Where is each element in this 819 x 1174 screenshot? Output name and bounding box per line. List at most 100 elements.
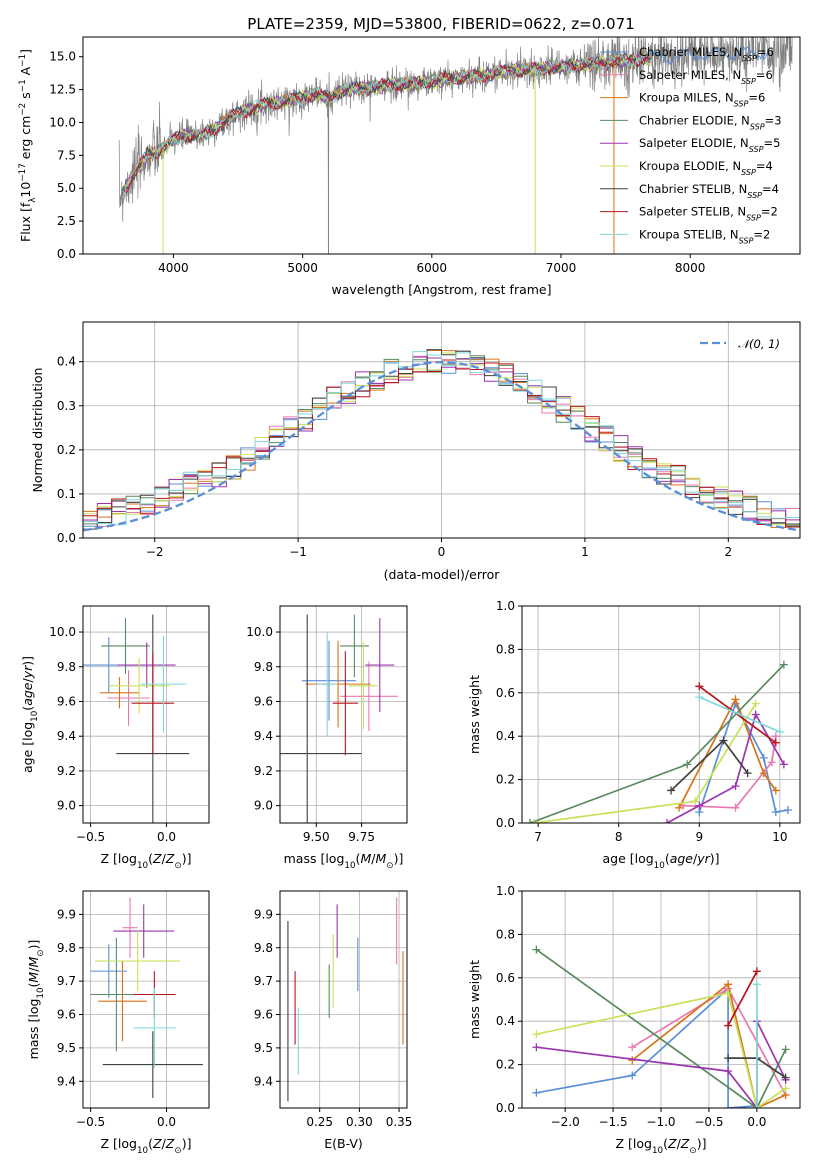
y-tick-label: 0.0 [57, 531, 76, 545]
y-tick-label: 9.9 [57, 907, 76, 921]
y-tick-label: 9.4 [254, 1074, 273, 1088]
x-tick-label: 0.0 [157, 830, 176, 844]
y-tick-label: 0.4 [496, 1014, 515, 1028]
y-tick-label: 2.5 [57, 214, 76, 228]
x-tick-label: −0.5 [76, 1115, 105, 1129]
y-tick-label: 9.0 [57, 799, 76, 813]
mass-weight-marker [781, 1084, 790, 1093]
mass-weight-marker [663, 819, 672, 823]
model-spectrum-line [121, 53, 652, 190]
y-tick-label: 9.5 [254, 1041, 273, 1055]
mass-weight-marker [771, 808, 780, 817]
mass-weight-line [698, 696, 781, 733]
mass-weight-line [529, 664, 785, 823]
panel-residuals: −2 −1 0 1 2 0.0 0.1 0.2 0.3 0.4 𝒩(0, 1) (data-model… [30, 321, 801, 582]
x-axis-label: wavelength [Angstrom, rest frame] [331, 282, 551, 297]
mass-weight-line [683, 736, 777, 809]
x-axis-label: age [log10(age/yr)] [602, 851, 719, 871]
mass-weight-marker [759, 753, 768, 762]
mass-weight-marker [667, 786, 676, 795]
mass-weight-marker [779, 760, 788, 769]
y-tick-label: 9.8 [254, 941, 273, 955]
model-spectrum-line [121, 49, 652, 200]
y-tick-label: 0.0 [496, 816, 515, 830]
mass-weight-marker [779, 660, 788, 669]
y-tick-label: 9.4 [57, 1074, 76, 1088]
y-tick-label: 12.5 [49, 83, 76, 97]
plot-area [83, 614, 190, 823]
x-axis-label: Z [log10(Z/Z⊙)] [616, 1136, 707, 1156]
x-tick-label: 9.50 [303, 830, 330, 844]
x-tick-label: 8000 [675, 261, 706, 275]
y-tick-label: 9.2 [57, 764, 76, 778]
y-tick-label: 0.8 [496, 642, 515, 656]
x-axis-label: E(B-V) [324, 1136, 363, 1151]
y-tick-label: 0.2 [57, 443, 76, 457]
x-tick-label: 9 [695, 830, 703, 844]
y-tick-label: 9.5 [57, 1041, 76, 1055]
y-tick-label: 0.6 [496, 686, 515, 700]
plot-area [83, 349, 800, 538]
mass-weight-marker [675, 803, 684, 812]
model-spectrum-line [121, 52, 652, 193]
y-tick-label: 10.0 [49, 625, 76, 639]
legend-label: Kroupa MILES, NSSP=6 [639, 91, 765, 109]
y-tick-label: 9.9 [254, 907, 273, 921]
legend-label: Chabrier STELIB, NSSP=4 [639, 182, 779, 200]
mass-weight-marker [783, 805, 792, 814]
residual-histogram [83, 351, 800, 538]
x-tick-label: 9.75 [348, 830, 375, 844]
mass-weight-marker [526, 819, 535, 823]
mass-weight-marker [752, 980, 761, 989]
y-axis-label: mass weight [467, 960, 482, 1039]
y-axis-label: age [log10(age/yr)] [20, 656, 40, 773]
mass-weight-line [533, 703, 757, 823]
y-tick-label: 9.7 [57, 974, 76, 988]
figure-title: PLATE=2359, MJD=53800, FIBERID=0622, z=0… [247, 15, 634, 33]
legend-label: Salpeter ELODIE, NSSP=5 [639, 136, 780, 154]
mass-weight-marker [695, 693, 704, 702]
y-tick-label: 0.2 [496, 773, 515, 787]
x-tick-label: 0.35 [386, 1115, 413, 1129]
x-axis-label: Z [log10(Z/Z⊙)] [101, 1136, 192, 1156]
y-tick-label: 0.6 [496, 971, 515, 985]
y-axis-label: mass [log10(M/M⊙)] [26, 940, 46, 1060]
axes-frame [521, 890, 801, 1109]
mass-weight-marker [743, 769, 752, 778]
mass-weight-marker [731, 782, 740, 791]
mass-weight-marker [781, 1073, 790, 1082]
x-tick-label: 7 [534, 830, 542, 844]
x-tick-label: −1.5 [598, 1115, 627, 1129]
legend-label: 𝒩(0, 1) [738, 337, 780, 351]
y-tick-label: 9.8 [57, 660, 76, 674]
mass-weight-marker [724, 1054, 733, 1063]
y-tick-label: 0.4 [496, 729, 515, 743]
mass-weight-marker [724, 980, 733, 989]
x-tick-label: 0.25 [306, 1115, 333, 1129]
mass-weight-marker [751, 710, 760, 719]
mass-weight-marker [771, 786, 780, 795]
mass-weight-marker [532, 945, 541, 954]
axes-frame [82, 605, 210, 824]
model-spectrum-line [121, 52, 652, 199]
y-tick-label: 10.0 [246, 625, 273, 639]
x-tick-label: 8 [615, 830, 623, 844]
mass-weight-marker [752, 1104, 761, 1108]
y-axis-label: Normed distribution [30, 368, 45, 493]
mass-weight-marker [775, 727, 784, 736]
mass-weight-line [631, 982, 786, 1108]
plot-area [280, 614, 398, 823]
y-tick-label: 10.0 [49, 115, 76, 129]
mass-weight-marker [759, 769, 768, 778]
y-tick-label: 0.3 [57, 399, 76, 413]
y-tick-label: 9.8 [57, 941, 76, 955]
x-tick-label: 5000 [287, 261, 318, 275]
legend-label: Kroupa ELODIE, NSSP=4 [639, 159, 773, 177]
mass-weight-marker [781, 1045, 790, 1054]
y-axis-label: Flux [fλ10−17 erg cm−2 s−1 A−1] [18, 49, 38, 242]
legend-label: Salpeter STELIB, NSSP=2 [639, 205, 778, 223]
mass-weight-marker [695, 801, 704, 810]
x-tick-label: 0.0 [157, 1115, 176, 1129]
axes-frame [82, 321, 801, 539]
mass-weight-marker [628, 1043, 637, 1052]
